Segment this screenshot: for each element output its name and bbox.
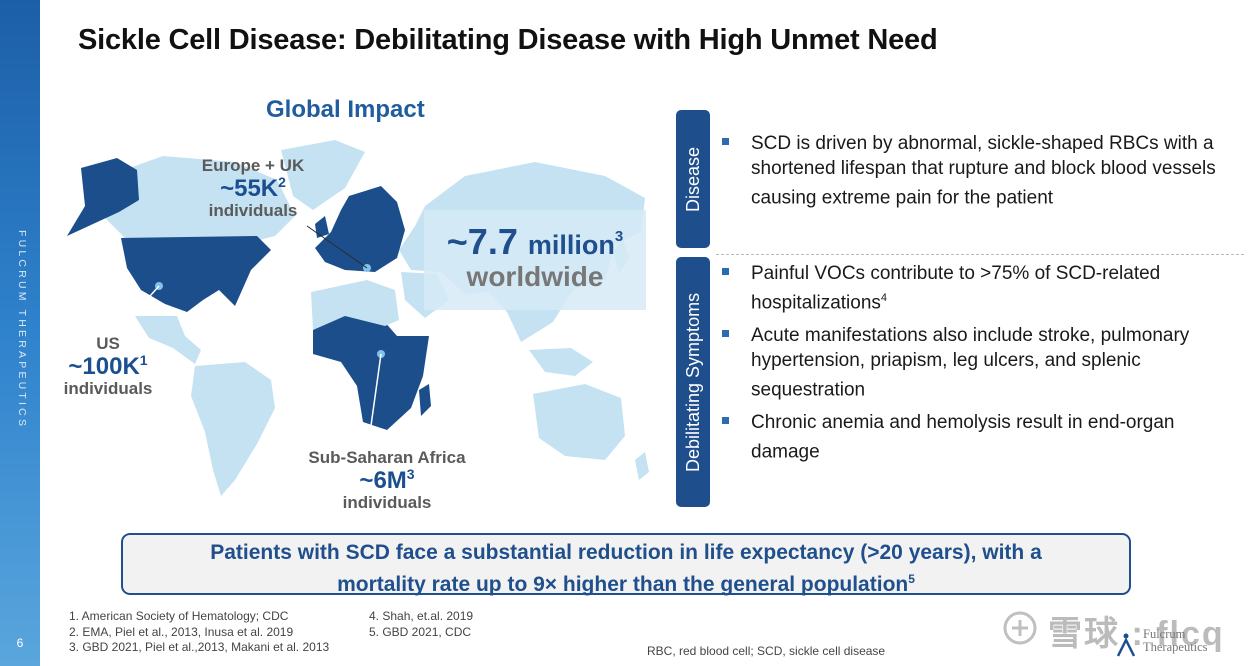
europe-unit: individuals <box>208 201 298 221</box>
europe-name: Europe + UK <box>201 156 305 175</box>
bullet-text: Painful VOCs contribute to >75% of SCD-r… <box>751 263 1161 314</box>
worldwide-box: ~7.7 million3 worldwide <box>424 210 646 310</box>
bullet-symptoms-1: Painful VOCs contribute to >75% of SCD-r… <box>722 261 1242 315</box>
africa-label: Sub-Saharan Africa ~6M3 individuals <box>296 448 478 513</box>
worldwide-stat: ~7.7 million3 <box>424 222 646 262</box>
references-right: 4. Shah, et.al. 2019 5. GBD 2021, CDC <box>369 609 473 640</box>
section-divider <box>716 254 1244 255</box>
watermark-text: 雪球 : flcq <box>1048 615 1225 653</box>
reference-item: 2. EMA, Piel et al., 2013, Inusa et al. … <box>69 624 294 639</box>
bullet-text: Acute manifestations also include stroke… <box>751 325 1190 401</box>
callout-line-1: Patients with SCD face a substantial red… <box>210 541 1042 564</box>
abbreviations: RBC, red blood cell; SCD, sickle cell di… <box>647 644 886 658</box>
worldwide-unit: million <box>527 230 615 260</box>
new-zealand-shape <box>635 452 649 480</box>
page-number: 6 <box>16 636 24 650</box>
australia-shape <box>533 384 625 460</box>
reference-item: 5. GBD 2021, CDC <box>369 624 472 639</box>
sidebar: FULCRUM THERAPEUTICS 6 <box>0 0 40 666</box>
europe-leader-line <box>306 225 368 269</box>
worldwide-label: worldwide <box>466 260 604 292</box>
map-title: Global Impact <box>266 96 425 123</box>
bullet-square-icon <box>722 330 729 337</box>
madagascar-shape <box>419 384 431 416</box>
us-name: US <box>96 334 120 353</box>
africa-leader-line <box>368 353 382 441</box>
us-leader-line <box>122 285 160 327</box>
reference-item: 4. Shah, et.al. 2019 <box>369 609 474 623</box>
us-value: ~100K <box>68 353 140 380</box>
tab-debilitating-symptoms: Debilitating Symptoms <box>676 257 710 507</box>
europe-footnote: 2 <box>278 174 286 190</box>
us-label: US ~100K1 individuals <box>56 334 160 399</box>
south-america-shape <box>191 362 275 496</box>
southeast-asia-shape <box>529 348 593 376</box>
africa-unit: individuals <box>342 493 432 513</box>
worldwide-footnote: 3 <box>614 228 624 245</box>
europe-value: ~55K <box>220 175 279 202</box>
page-title: Sickle Cell Disease: Debilitating Diseas… <box>78 24 938 56</box>
europe-label: Europe + UK ~55K2 individuals <box>196 156 310 221</box>
company-logo-text: Fulcrum Therapeutics <box>1143 627 1208 654</box>
africa-stat: ~6M3 <box>296 466 478 494</box>
alaska-shape <box>67 158 139 236</box>
map-markers <box>122 225 385 441</box>
bullet-text: Chronic anemia and hemolysis result in e… <box>751 412 1175 463</box>
watermark-icon <box>1003 611 1136 657</box>
africa-footnote: 3 <box>406 466 415 482</box>
bullet-text: SCD is driven by abnormal, sickle-shaped… <box>751 133 1216 209</box>
central-america-shape <box>135 316 201 364</box>
greenland-shape <box>281 140 365 210</box>
reference-item: 3. GBD 2021, Piel et al.,2013, Makani et… <box>69 640 330 654</box>
north-africa-shape <box>311 280 399 330</box>
europe-stat: ~55K2 <box>196 174 310 202</box>
tab-disease: Disease <box>676 110 710 248</box>
africa-name: Sub-Saharan Africa <box>308 448 466 467</box>
us-stat: ~100K1 <box>56 352 160 380</box>
callout-box: Patients with SCD face a substantial red… <box>121 533 1131 596</box>
reference-item: 1. American Society of Hematology; CDC <box>69 609 289 623</box>
africa-shape <box>313 312 429 430</box>
europe-shape <box>315 186 405 272</box>
us-footnote: 1 <box>139 352 148 368</box>
us-shape <box>121 236 271 312</box>
bullet-square-icon <box>722 417 729 424</box>
fulcrum-logo-icon <box>1116 633 1136 657</box>
uk-shape <box>315 216 329 238</box>
callout-line-2: mortality rate up to 9× higher than the … <box>337 572 915 596</box>
sidebar-brand: FULCRUM THERAPEUTICS <box>16 230 28 430</box>
callout-footnote: 5 <box>908 572 915 586</box>
us-unit: individuals <box>63 379 153 399</box>
bullet-square-icon <box>722 138 729 145</box>
map-highlight <box>67 158 431 430</box>
bullet-symptoms-2: Acute manifestations also include stroke… <box>722 323 1242 402</box>
worldwide-value: ~7.7 <box>446 221 518 262</box>
bullet-symptoms-3: Chronic anemia and hemolysis result in e… <box>722 410 1242 464</box>
bullet-disease-1: SCD is driven by abnormal, sickle-shaped… <box>722 131 1242 210</box>
africa-value: ~6M <box>359 467 407 494</box>
references-left: 1. American Society of Hematology; CDC 2… <box>69 609 329 656</box>
bullet-square-icon <box>722 268 729 275</box>
